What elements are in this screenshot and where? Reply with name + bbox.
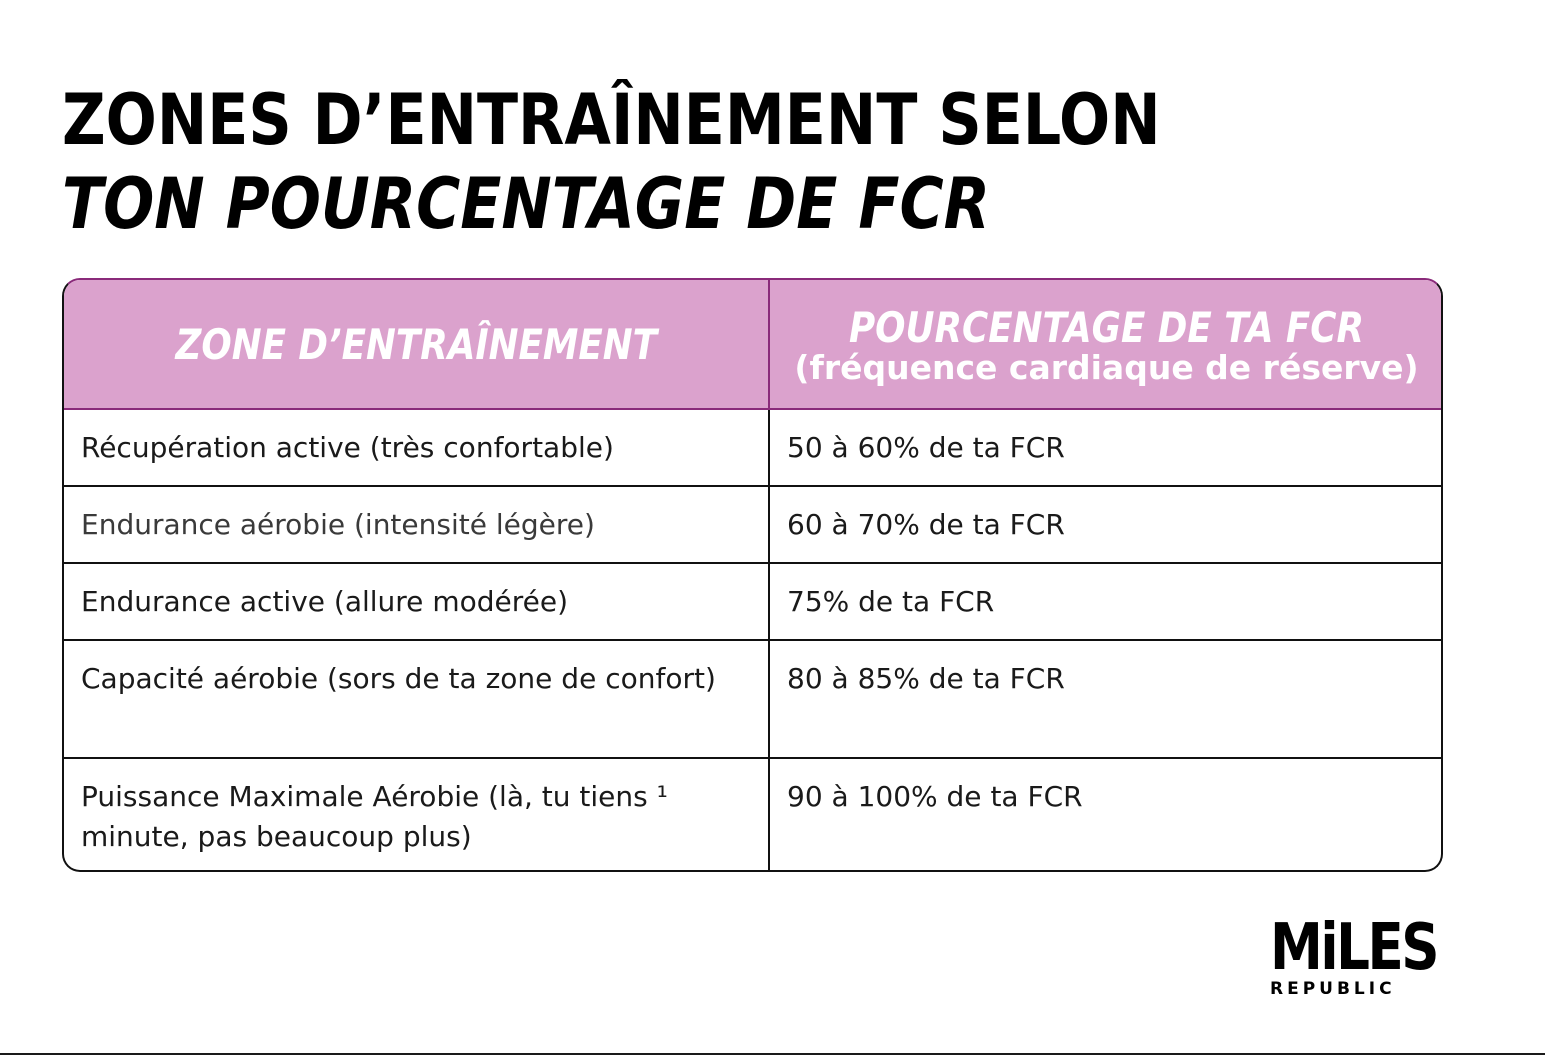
table-row: Endurance active (allure modérée) 75% de… [64, 562, 1441, 640]
zone-cell: Endurance active (allure modérée) [64, 562, 770, 640]
zone-cell: Capacité aérobie (sors de ta zone de con… [64, 639, 770, 758]
header-percentage-label: POURCENTAGE DE TA FCR [849, 303, 1364, 352]
table-row: Puissance Maximale Aérobie (là, tu tiens… [64, 757, 1441, 870]
logo-wordmark: MiLES [1270, 911, 1440, 985]
header-percentage: POURCENTAGE DE TA FCR (fréquence cardiaq… [769, 280, 1441, 410]
zone-cell: Récupération active (très confortable) [64, 408, 770, 486]
percent-cell: 50 à 60% de ta FCR [769, 408, 1441, 486]
title-line-2: TON POURCENTAGE DE FCR [62, 163, 990, 245]
zone-cell: Endurance aérobie (intensité légère) [64, 485, 770, 563]
percent-cell: 80 à 85% de ta FCR [769, 639, 1441, 758]
percent-cell: 90 à 100% de ta FCR [769, 757, 1441, 870]
page-title: ZONES D’ENTRAÎNEMENT SELON TON POURCENTA… [62, 78, 1161, 246]
table-header-row: ZONE D’ENTRAÎNEMENT POURCENTAGE DE TA FC… [64, 280, 1441, 410]
title-line-1: ZONES D’ENTRAÎNEMENT SELON [62, 79, 1161, 161]
miles-republic-logo: MiLES REPUBLIC [1270, 911, 1440, 999]
training-zones-table: ZONE D’ENTRAÎNEMENT POURCENTAGE DE TA FC… [62, 278, 1443, 872]
header-percentage-sublabel: (fréquence cardiaque de réserve) [794, 348, 1419, 387]
percent-cell: 60 à 70% de ta FCR [769, 485, 1441, 563]
header-zone-label: ZONE D’ENTRAÎNEMENT [175, 319, 657, 369]
header-zone: ZONE D’ENTRAÎNEMENT [64, 280, 770, 410]
table-row: Récupération active (très confortable) 5… [64, 408, 1441, 486]
bottom-divider [0, 1053, 1545, 1055]
table-row: Capacité aérobie (sors de ta zone de con… [64, 639, 1441, 758]
zone-cell: Puissance Maximale Aérobie (là, tu tiens… [64, 757, 770, 870]
table-row: Endurance aérobie (intensité légère) 60 … [64, 485, 1441, 563]
percent-cell: 75% de ta FCR [769, 562, 1441, 640]
logo-subtitle: REPUBLIC [1270, 979, 1396, 999]
